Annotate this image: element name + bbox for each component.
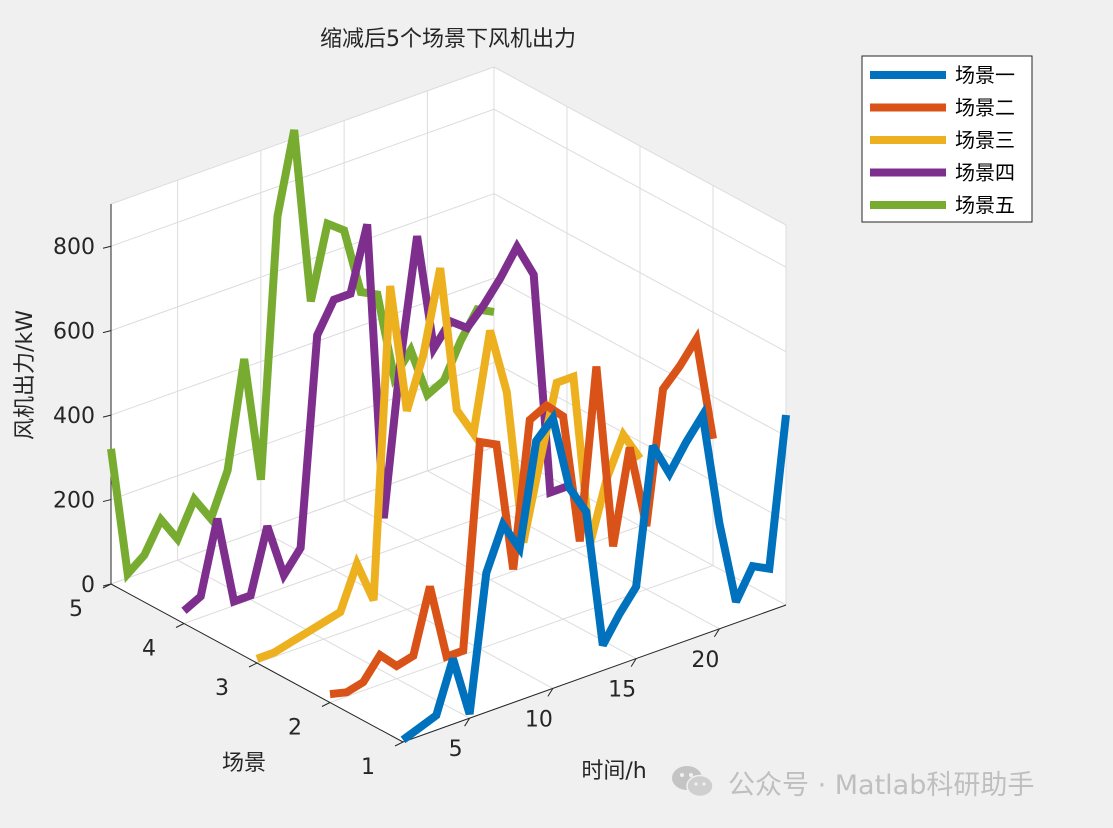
tick-marks [102, 245, 720, 747]
y-tick-label: 5 [69, 597, 83, 622]
grid-line [256, 525, 641, 664]
grid-line [493, 277, 787, 437]
series-line-4 [181, 223, 569, 614]
legend-label: 场景三 [955, 128, 1015, 152]
grid-line [493, 193, 787, 353]
watermark: 公众号 · Matlab科研助手 [670, 762, 1034, 802]
box-edge [493, 66, 787, 226]
series-lines [107, 129, 790, 744]
y-tick-mark [321, 702, 331, 707]
y-tick-label: 2 [288, 716, 302, 741]
x-tick-mark [630, 658, 637, 667]
z-tick-mark [102, 499, 112, 503]
z-tick-label: 400 [53, 404, 95, 429]
x-tick-label: 20 [691, 648, 719, 673]
series-line-5 [107, 129, 495, 583]
z-tick-label: 200 [53, 489, 95, 514]
grid-line [329, 565, 714, 703]
y-tick-mark [248, 662, 258, 668]
grid-line [493, 108, 787, 268]
x-tick-mark [547, 688, 554, 697]
watermark-text: 公众号 · Matlab科研助手 [728, 769, 1035, 801]
x-tick-label: 10 [525, 707, 553, 732]
x-tick-mark [464, 717, 471, 727]
x-axis-label: 时间/h [581, 759, 646, 784]
z-tick-mark [102, 245, 112, 249]
box-edge [110, 66, 495, 205]
y-tick-label: 3 [215, 676, 229, 701]
z-tick-label: 0 [81, 573, 95, 598]
wechat-icon [672, 766, 714, 798]
x-tick-label: 5 [449, 737, 463, 762]
z-tick-mark [102, 414, 112, 418]
series-line-3 [255, 267, 644, 663]
legend-label: 场景二 [955, 96, 1015, 120]
y-tick-label: 1 [361, 755, 375, 780]
z-tick-mark [102, 583, 112, 587]
y-tick-mark [394, 741, 404, 747]
grid-line [110, 362, 495, 501]
legend-label: 场景四 [955, 161, 1015, 185]
chart-title: 缩减后5个场景下风机出力 [320, 27, 576, 52]
x-tick-mark [713, 628, 720, 638]
x-tick-label: 15 [608, 678, 636, 703]
y-tick-label: 4 [142, 637, 156, 662]
x-axis-line [402, 604, 787, 743]
legend-label: 场景一 [955, 63, 1015, 87]
y-tick-mark [175, 623, 185, 628]
z-tick-label: 800 [53, 235, 95, 260]
y-axis-label: 场景 [222, 751, 266, 776]
legend-label: 场景五 [955, 193, 1015, 217]
grid-line [110, 193, 495, 332]
z-axis-label: 风机出力/kW [13, 310, 38, 440]
z-tick-mark [102, 330, 112, 334]
series-line-1 [400, 403, 790, 744]
z-tick-label: 600 [53, 320, 95, 345]
